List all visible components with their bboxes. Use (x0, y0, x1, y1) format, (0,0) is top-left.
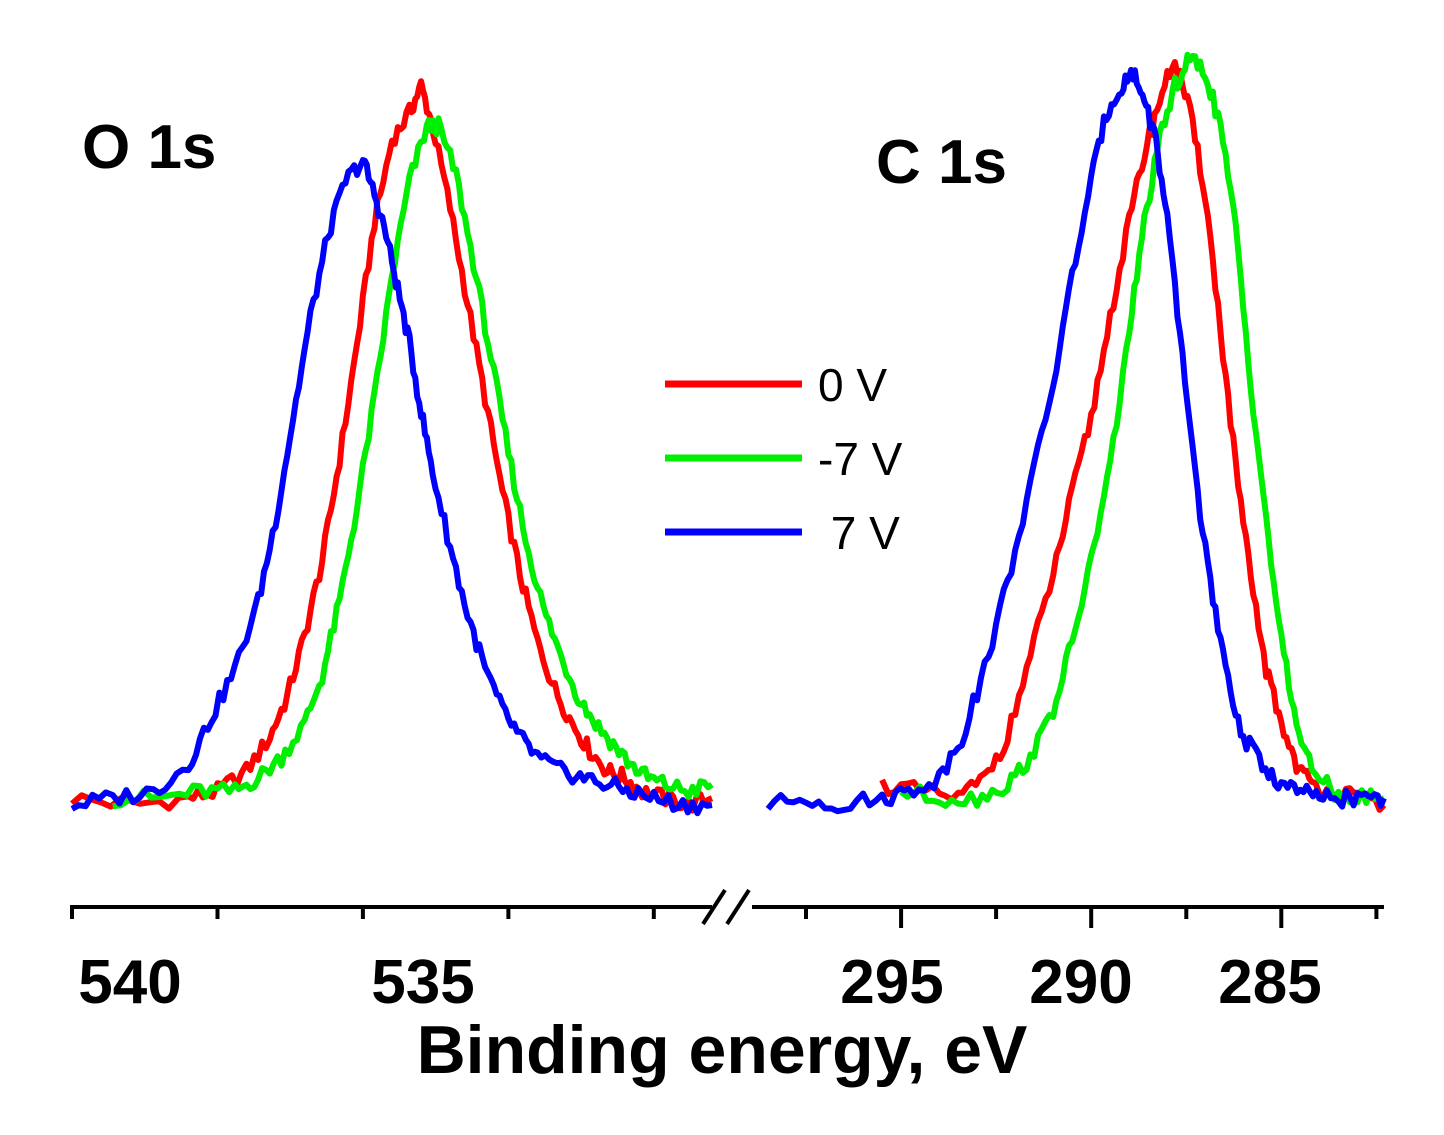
legend: 0 V -7 V 7 V (665, 359, 903, 559)
tick-label-290: 290 (1029, 948, 1132, 1017)
tick-label-535: 535 (371, 948, 474, 1017)
tick-label-540: 540 (78, 948, 181, 1017)
series-line-0V-c1s (879, 59, 1387, 813)
series-line-7V-c1s (765, 66, 1387, 815)
peak-label-c1s: C 1s (876, 128, 1007, 197)
legend-label-minus7V: -7 V (818, 433, 903, 485)
tick-label-285: 285 (1218, 948, 1321, 1017)
axis-break-mark-1 (701, 888, 727, 926)
plot-area (70, 51, 1387, 817)
o1s-panel (70, 78, 714, 817)
series-line-minus7V-o1s (112, 115, 714, 810)
tick-label-295: 295 (840, 948, 943, 1017)
legend-label-7V: 7 V (818, 507, 900, 559)
series-line-7V-o1s (70, 157, 713, 817)
x-axis-title: Binding energy, eV (417, 1012, 1028, 1088)
c1s-panel (765, 51, 1387, 815)
x-axis (70, 888, 1384, 926)
peak-label-o1s: O 1s (82, 113, 216, 182)
legend-label-0V: 0 V (818, 359, 887, 411)
series-line-0V-o1s (70, 78, 714, 814)
axis-break-mark-2 (725, 888, 751, 926)
x-axis-ticks (70, 907, 1379, 928)
series-line-minus7V-c1s (899, 51, 1385, 809)
